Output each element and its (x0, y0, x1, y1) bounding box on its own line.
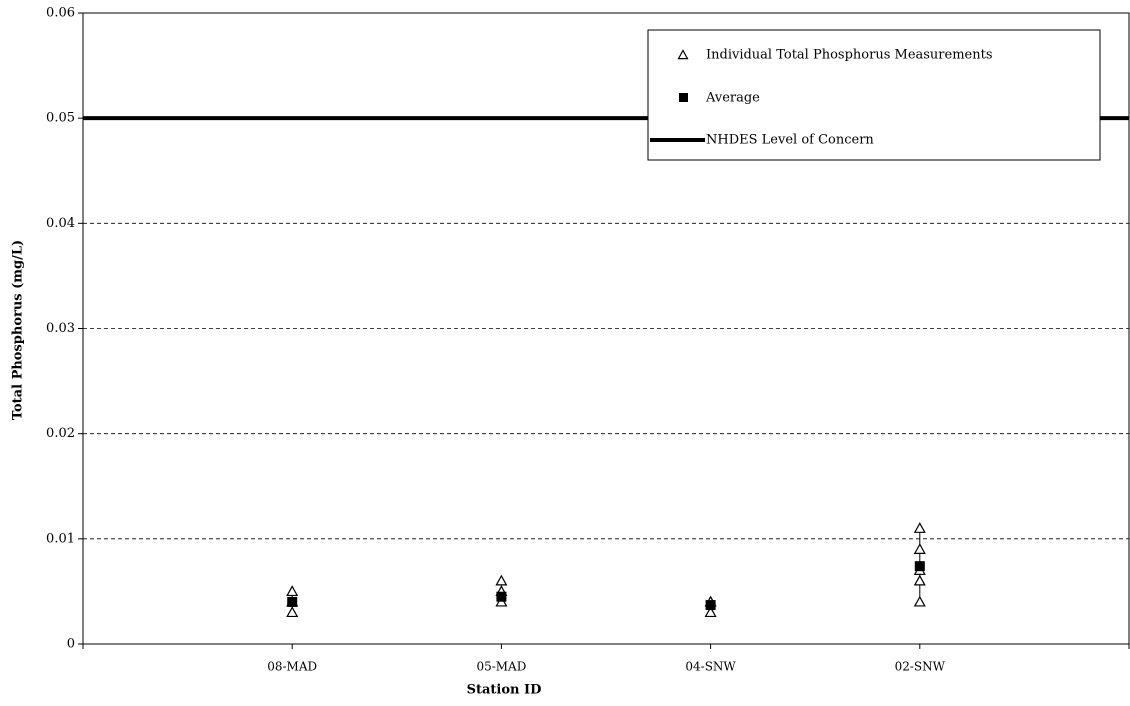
legend (647, 29, 1101, 161)
y-tick-label: 0.04 (46, 216, 75, 231)
average-marker (287, 596, 298, 607)
y-tick-label: 0.03 (46, 321, 75, 336)
y-tick-label: 0.06 (46, 6, 75, 21)
triangle-marker (495, 574, 508, 586)
triangle-marker (286, 606, 299, 618)
x-axis-label: Station ID (467, 683, 542, 698)
x-tick-label: 02-SNW (895, 660, 946, 674)
legend-label: Average (705, 91, 760, 106)
legend-label: NHDES Level of Concern (706, 133, 874, 148)
average-marker (705, 600, 716, 611)
y-tick-label: 0.02 (46, 426, 75, 441)
y-tick-label: 0.05 (46, 111, 75, 126)
y-tick-label: 0.01 (46, 531, 75, 546)
triangle-marker (913, 574, 926, 586)
triangle-marker (913, 543, 926, 554)
y-axis-label: Total Phosphorus (mg/L) (11, 240, 26, 420)
legend-label: Individual Total Phosphorus Measurements (706, 48, 993, 63)
triangle-marker (286, 585, 299, 597)
legend-marker (677, 49, 689, 60)
legend-marker (679, 93, 688, 102)
average-marker (496, 591, 507, 602)
x-tick-label: 05-MAD (476, 660, 526, 674)
triangle-marker (913, 595, 926, 607)
y-tick-label: 0 (67, 637, 75, 652)
x-tick-label: 08-MAD (267, 660, 317, 674)
plot-frame (82, 12, 1130, 645)
triangle-marker (913, 522, 926, 533)
average-marker (914, 561, 925, 572)
triangle-marker (704, 606, 717, 618)
x-tick-label: 04-SNW (685, 660, 736, 674)
